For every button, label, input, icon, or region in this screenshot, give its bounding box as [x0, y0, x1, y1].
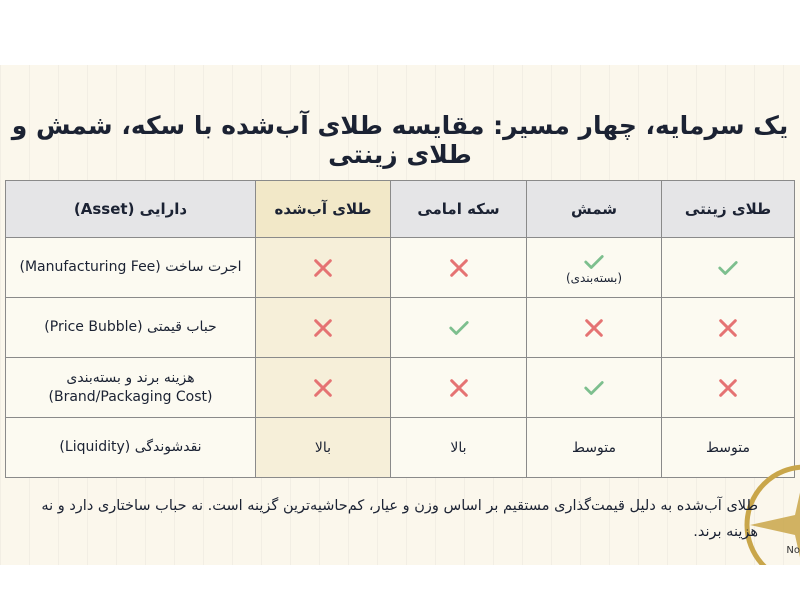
footnote: طلای آب‌شده به دلیل قیمت‌گذاری مستقیم بر…: [41, 498, 758, 540]
cross-icon: [449, 378, 468, 397]
table-row: حباب قیمتی (Price Bubble): [5, 297, 795, 358]
ingot-note: (بسته‌بندی): [565, 270, 623, 285]
cell-melted-gold: [255, 297, 391, 358]
cell-melted-gold: بالا: [255, 417, 391, 478]
check-icon: [584, 380, 604, 395]
header-melted-gold: طلای آب‌شده: [255, 180, 391, 238]
asset-label: هزینه برند و بسته‌بندی: [66, 369, 195, 386]
comparison-table: طلای زینتی شمش سکه امامی طلای آب‌شده دار…: [5, 180, 795, 478]
cell-ingot: [526, 297, 662, 358]
brand-logo: No: [786, 545, 800, 556]
cross-icon: [314, 318, 332, 337]
cross-icon: [314, 258, 332, 277]
table-row: (بسته‌بندی) اجرت ساخت (Manufacturing Fee…: [5, 237, 795, 298]
cell-coin: [390, 237, 527, 298]
check-icon: [584, 254, 604, 269]
cell-melted-gold: [255, 237, 391, 298]
compass-emblem-icon: [744, 464, 800, 565]
cell-coin: بالا: [390, 417, 527, 478]
header-ingot: شمش: [526, 180, 662, 238]
cell-jewelry: [661, 237, 795, 298]
infographic-card: یک سرمایه، چهار مسیر: مقایسه طلای آب‌شده…: [0, 65, 800, 565]
header-asset: دارایی (Asset): [5, 180, 256, 238]
table-row: هزینه برند و بسته‌بندی (Brand/Packaging C…: [5, 357, 795, 418]
table-row: متوسط متوسط بالا بالا نقدشوندگی (Liquidi…: [5, 417, 795, 478]
cross-icon: [314, 378, 332, 397]
cell-melted-gold: [255, 357, 391, 418]
cross-icon: [449, 258, 468, 277]
cell-ingot: [526, 357, 662, 418]
cell-ingot: متوسط: [526, 417, 662, 478]
cell-coin: [390, 357, 527, 418]
cell-jewelry: متوسط: [661, 417, 795, 478]
cross-icon: [719, 378, 737, 397]
page-title: یک سرمایه، چهار مسیر: مقایسه طلای آب‌شده…: [11, 111, 789, 169]
cell-asset: هزینه برند و بسته‌بندی (Brand/Packaging C…: [5, 357, 256, 418]
cell-ingot: (بسته‌بندی): [526, 237, 662, 298]
cell-coin: [390, 297, 527, 358]
cross-icon: [719, 318, 737, 337]
cross-icon: [585, 318, 603, 337]
cell-jewelry: [661, 357, 795, 418]
header-coin: سکه امامی: [390, 180, 527, 238]
cell-jewelry: [661, 297, 795, 358]
asset-sublabel: (Brand/Packaging Cost): [48, 388, 213, 405]
cell-asset: حباب قیمتی (Price Bubble): [5, 297, 256, 358]
table-header-row: طلای زینتی شمش سکه امامی طلای آب‌شده دار…: [5, 180, 795, 238]
header-jewelry: طلای زینتی: [661, 180, 795, 238]
check-icon: [448, 320, 469, 335]
check-icon: [718, 260, 738, 275]
cell-asset: نقدشوندگی (Liquidity): [5, 417, 256, 478]
cell-asset: اجرت ساخت (Manufacturing Fee): [5, 237, 256, 298]
